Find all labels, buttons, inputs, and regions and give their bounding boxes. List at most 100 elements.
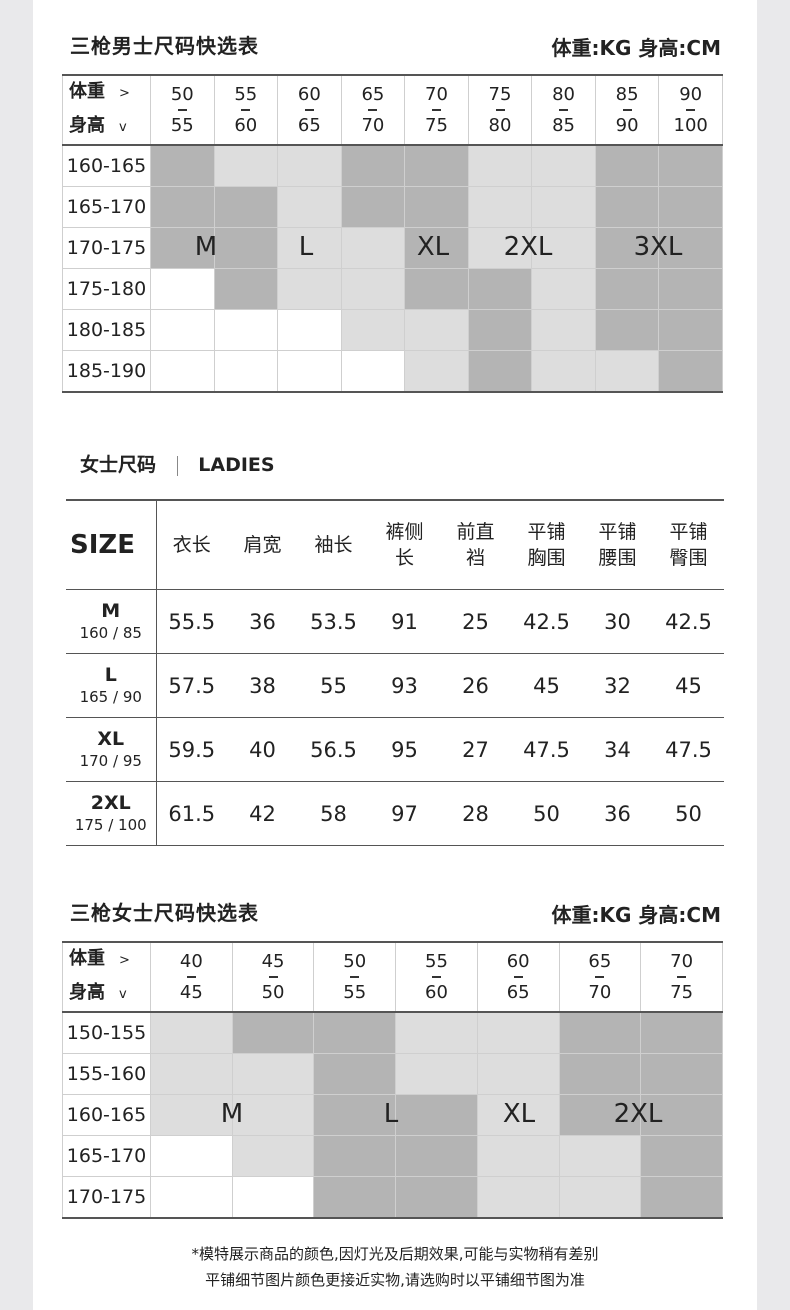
size-name: XL	[97, 728, 125, 750]
size-cell	[213, 350, 279, 393]
size-label: M	[194, 232, 218, 262]
size-cell	[658, 144, 723, 187]
measurement-value: 36	[227, 589, 298, 654]
size-cell	[467, 268, 533, 310]
size-cell	[277, 144, 342, 187]
size-fit: 175 / 100	[74, 816, 147, 834]
size-cell	[395, 1135, 478, 1177]
height-row: 155-160	[62, 1053, 723, 1095]
measurement-value: 36	[582, 781, 653, 846]
size-cell	[476, 1094, 560, 1136]
size-label: L	[383, 1099, 399, 1129]
weight-max: 50	[261, 982, 285, 1003]
axis-header: 体重 > 身高 v	[62, 74, 151, 146]
weight-min: 90	[679, 84, 703, 105]
weight-max: 80	[488, 115, 512, 136]
measurement-column-header: 平铺 臀围	[653, 499, 724, 590]
size-cell	[313, 1176, 397, 1219]
men-unit-label: 体重:KG 身高:CM	[551, 36, 721, 60]
weight-range-header: 50 55	[313, 941, 397, 1013]
measurement-value: 32	[582, 653, 653, 718]
size-cell	[531, 144, 596, 187]
range-dash	[677, 976, 687, 978]
measurement-value: 45	[653, 653, 724, 718]
measurement-column-header: 裤侧 长	[369, 499, 440, 590]
weight-max: 60	[234, 115, 258, 136]
footer-note-2: 平铺细节图片颜色更接近实物,请选购时以平铺细节图为准	[205, 1271, 585, 1289]
range-dash	[368, 109, 378, 111]
size-cell	[467, 186, 533, 228]
size-cell	[150, 1176, 233, 1219]
size-cell: XL 170 / 95	[66, 717, 157, 782]
height-range-label: 165-170	[62, 186, 151, 228]
range-dash	[304, 109, 314, 111]
weight-range-header: 45 50	[231, 941, 315, 1013]
weight-range-header: 55 60	[213, 74, 279, 146]
measurement-value: 58	[298, 781, 369, 846]
height-row: 180-185	[62, 309, 723, 351]
weight-min: 70	[670, 951, 694, 972]
size-cell	[404, 144, 469, 187]
size-cell	[594, 144, 660, 187]
measurement-value: 42	[227, 781, 298, 846]
size-name: 2XL	[90, 792, 131, 814]
measurement-value: 38	[227, 653, 298, 718]
range-dash	[431, 976, 441, 978]
size-cell	[467, 350, 533, 393]
size-cell	[658, 268, 723, 310]
size-cell	[277, 268, 342, 310]
size-cell	[404, 227, 469, 269]
size-name: M	[101, 600, 121, 622]
size-cell	[150, 309, 215, 351]
size-cell	[476, 1176, 560, 1219]
size-cell	[395, 1011, 478, 1054]
size-cell	[340, 227, 406, 269]
size-cell	[231, 1053, 315, 1095]
range-dash	[186, 976, 196, 978]
down-arrow-icon: v	[119, 987, 127, 1002]
size-cell	[213, 186, 279, 228]
size-cell	[213, 309, 279, 351]
height-row: 170-175	[62, 227, 723, 269]
measurement-value: 34	[582, 717, 653, 782]
size-header: SIZE	[66, 499, 157, 590]
ladies-measurement-table: SIZE 衣长 肩宽 袖长 裤侧 长前直 裆平铺 胸围 平铺 腰围 平铺 臀围 M 160 / …	[66, 499, 724, 846]
size-cell	[558, 1011, 642, 1054]
size-cell	[313, 1135, 397, 1177]
weight-max: 65	[506, 982, 530, 1003]
measurement-value: 55.5	[156, 589, 227, 654]
size-cell	[531, 227, 596, 269]
axis-header: 体重 > 身高 v	[62, 941, 151, 1013]
size-cell	[640, 1053, 723, 1095]
right-arrow-icon: >	[119, 86, 130, 101]
height-range-label: 185-190	[62, 350, 151, 393]
height-row: 165-170	[62, 186, 723, 228]
table-row: L 165 / 90 57.5 38 55 93 26 45 32 45	[66, 653, 724, 718]
size-cell	[476, 1135, 560, 1177]
height-row: 185-190	[62, 350, 723, 393]
measurement-value: 42.5	[511, 589, 582, 654]
size-cell	[658, 186, 723, 228]
size-cell	[213, 227, 279, 269]
size-cell	[150, 1011, 233, 1054]
measurement-value: 59.5	[156, 717, 227, 782]
height-row: 160-165	[62, 144, 723, 187]
range-dash	[268, 976, 278, 978]
size-cell	[594, 350, 660, 393]
measurement-value: 30	[582, 589, 653, 654]
weight-range-header: 80 85	[531, 74, 596, 146]
weight-max: 100	[673, 115, 708, 136]
weight-min: 40	[179, 951, 203, 972]
range-dash	[241, 109, 251, 111]
measurement-column-header: 平铺 胸围	[511, 499, 582, 590]
size-cell	[340, 186, 406, 228]
measurement-value: 56.5	[298, 717, 369, 782]
weight-range-header: 75 80	[467, 74, 533, 146]
size-label: XL	[502, 1099, 536, 1129]
weight-max: 45	[179, 982, 203, 1003]
size-cell	[340, 268, 406, 310]
size-cell	[231, 1094, 315, 1136]
weight-range-header: 65 70	[558, 941, 642, 1013]
height-range-label: 160-165	[62, 144, 151, 187]
weight-min: 80	[552, 84, 575, 105]
